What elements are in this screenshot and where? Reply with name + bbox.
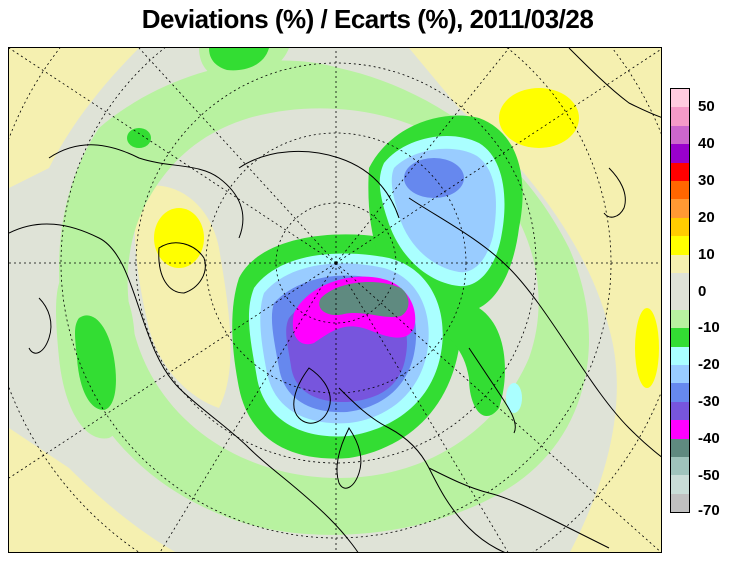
color-legend: [670, 88, 690, 513]
legend-swatch: [671, 309, 689, 329]
legend-swatch: [671, 475, 689, 494]
meridians: [9, 48, 661, 552]
legend-swatch: [671, 291, 689, 310]
coastlines: [9, 48, 661, 552]
legend-swatch: [671, 125, 689, 145]
yellow-regions: [154, 88, 659, 388]
legend-label: 40: [698, 135, 715, 152]
legend-label: 0: [698, 283, 707, 300]
legend-swatch: [671, 181, 689, 200]
legend-label: 30: [698, 172, 715, 189]
legend-label: 10: [698, 246, 715, 263]
legend-swatch: [671, 346, 689, 365]
ozone-deviation-map: [8, 47, 662, 553]
legend-label: 50: [698, 98, 715, 115]
legend-label: -50: [698, 467, 720, 484]
legend-swatch: [671, 254, 689, 273]
chart-title: Deviations (%) / Ecarts (%), 2011/03/28: [141, 4, 594, 34]
legend-swatch: [671, 401, 689, 421]
legend-swatch: [671, 420, 689, 439]
legend-swatch: [671, 217, 689, 237]
legend-label: -10: [698, 319, 720, 336]
legend-swatch: [671, 328, 689, 347]
legend-swatch: [671, 199, 689, 218]
legend-swatch: [671, 236, 689, 255]
legend-label: -20: [698, 356, 720, 373]
legend-swatch: [671, 365, 689, 384]
legend-swatch: [671, 438, 689, 457]
legend-swatch: [671, 107, 689, 126]
legend-label: 20: [698, 209, 715, 226]
legend-label: -30: [698, 393, 720, 410]
legend-swatch: [671, 162, 689, 181]
legend-label: -70: [698, 502, 720, 519]
legend-swatch: [671, 493, 689, 513]
legend-swatch: [671, 89, 689, 108]
teal-regions: [319, 282, 409, 317]
legend-swatch: [671, 457, 689, 476]
legend-swatch: [671, 383, 689, 402]
legend-swatch: [671, 144, 689, 163]
legend-label: -40: [698, 430, 720, 447]
legend-swatch: [671, 273, 689, 292]
